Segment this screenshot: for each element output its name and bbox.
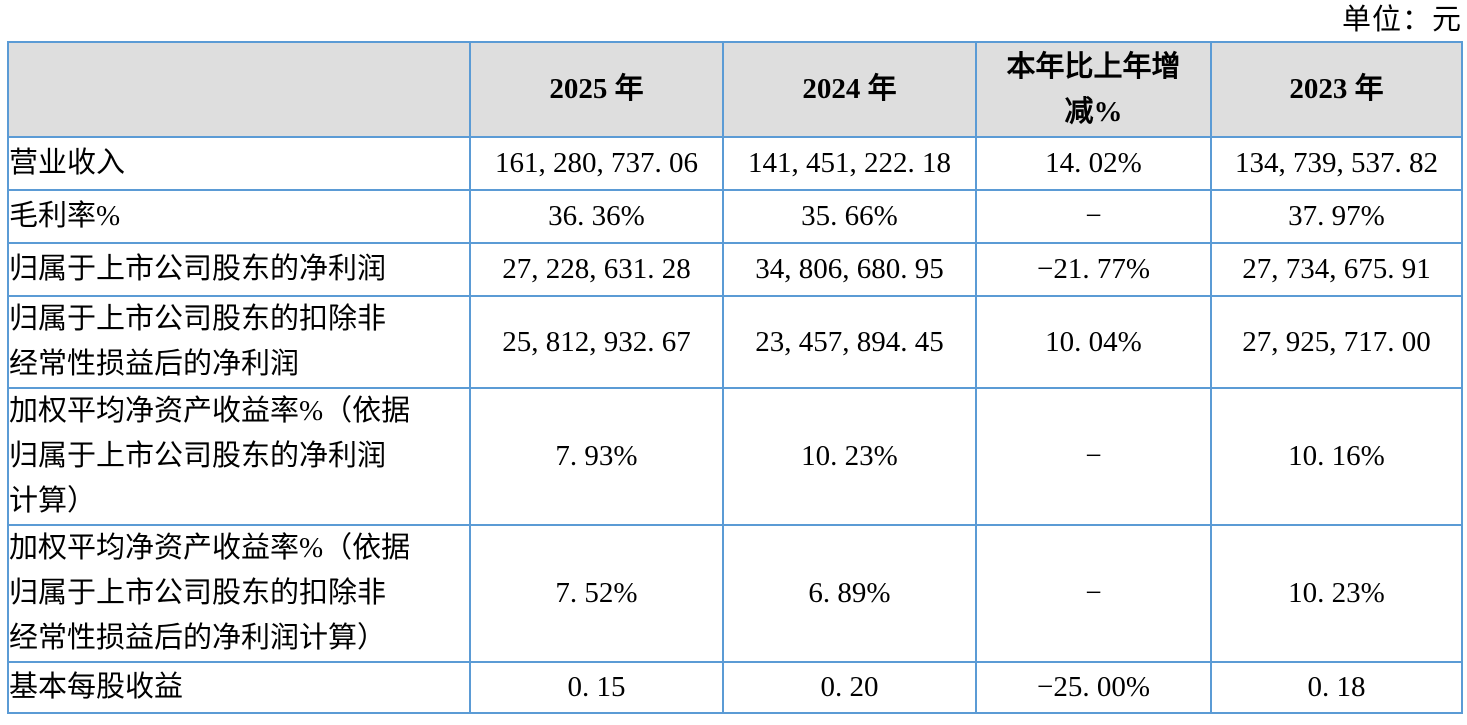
cell-value-2023: 37. 97% [1210, 189, 1463, 244]
row-label: 基本每股收益 [7, 661, 471, 714]
table-row-basic-eps: 基本每股收益 0. 15 0. 20 −25. 00% 0. 18 [7, 661, 1463, 714]
unit-label: 单位：元 [1341, 4, 1462, 36]
cell-value-2023: 27, 734, 675. 91 [1210, 242, 1463, 297]
header-col-yoy-change: 本年比上年增 减% [975, 41, 1212, 138]
cell-value-2023: 27, 925, 717. 00 [1210, 295, 1463, 389]
row-label: 归属于上市公司股东的净利润 [7, 242, 471, 297]
cell-value-2024: 141, 451, 222. 18 [722, 136, 977, 191]
cell-value-2024: 23, 457, 894. 45 [722, 295, 977, 389]
row-label: 归属于上市公司股东的扣除非 经常性损益后的净利润 [7, 295, 471, 389]
header-col-2024: 2024 年 [722, 41, 977, 138]
cell-value-2023: 0. 18 [1210, 661, 1463, 714]
cell-value-change: −25. 00% [975, 661, 1212, 714]
header-col-2025: 2025 年 [469, 41, 724, 138]
cell-value-2025: 0. 15 [469, 661, 724, 714]
table-row-weighted-roe-deducted: 加权平均净资产收益率%（依据 归属于上市公司股东的扣除非 经常性损益后的净利润计… [7, 524, 1463, 663]
cell-value-2024: 0. 20 [722, 661, 977, 714]
cell-value-2025: 36. 36% [469, 189, 724, 244]
cell-value-2025: 27, 228, 631. 28 [469, 242, 724, 297]
cell-value-2024: 35. 66% [722, 189, 977, 244]
row-label: 加权平均净资产收益率%（依据 归属于上市公司股东的扣除非 经常性损益后的净利润计… [7, 524, 471, 663]
cell-value-change: − [975, 524, 1212, 663]
table-row-revenue: 营业收入 161, 280, 737. 06 141, 451, 222. 18… [7, 136, 1463, 191]
cell-value-2024: 34, 806, 680. 95 [722, 242, 977, 297]
cell-value-2023: 10. 23% [1210, 524, 1463, 663]
cell-value-2025: 161, 280, 737. 06 [469, 136, 724, 191]
cell-value-2025: 7. 52% [469, 524, 724, 663]
header-col-2023: 2023 年 [1210, 41, 1463, 138]
cell-value-change: −21. 77% [975, 242, 1212, 297]
table-row-weighted-roe: 加权平均净资产收益率%（依据 归属于上市公司股东的净利润 计算） 7. 93% … [7, 387, 1463, 526]
cell-value-2024: 6. 89% [722, 524, 977, 663]
cell-value-2023: 134, 739, 537. 82 [1210, 136, 1463, 191]
financial-summary-table: 2025 年 2024 年 本年比上年增 减% 2023 年 营业收入 161,… [7, 41, 1463, 714]
header-empty-cell [7, 41, 471, 138]
cell-value-2025: 25, 812, 932. 67 [469, 295, 724, 389]
table-row-net-profit: 归属于上市公司股东的净利润 27, 228, 631. 28 34, 806, … [7, 242, 1463, 297]
row-label: 营业收入 [7, 136, 471, 191]
cell-value-change: − [975, 189, 1212, 244]
row-label: 加权平均净资产收益率%（依据 归属于上市公司股东的净利润 计算） [7, 387, 471, 526]
cell-value-2024: 10. 23% [722, 387, 977, 526]
cell-value-2023: 10. 16% [1210, 387, 1463, 526]
cell-value-change: − [975, 387, 1212, 526]
table-row-gross-margin: 毛利率% 36. 36% 35. 66% − 37. 97% [7, 189, 1463, 244]
cell-value-change: 10. 04% [975, 295, 1212, 389]
header-row: 2025 年 2024 年 本年比上年增 减% 2023 年 [7, 41, 1463, 138]
cell-value-change: 14. 02% [975, 136, 1212, 191]
table-row-net-profit-deducted: 归属于上市公司股东的扣除非 经常性损益后的净利润 25, 812, 932. 6… [7, 295, 1463, 389]
row-label: 毛利率% [7, 189, 471, 244]
cell-value-2025: 7. 93% [469, 387, 724, 526]
